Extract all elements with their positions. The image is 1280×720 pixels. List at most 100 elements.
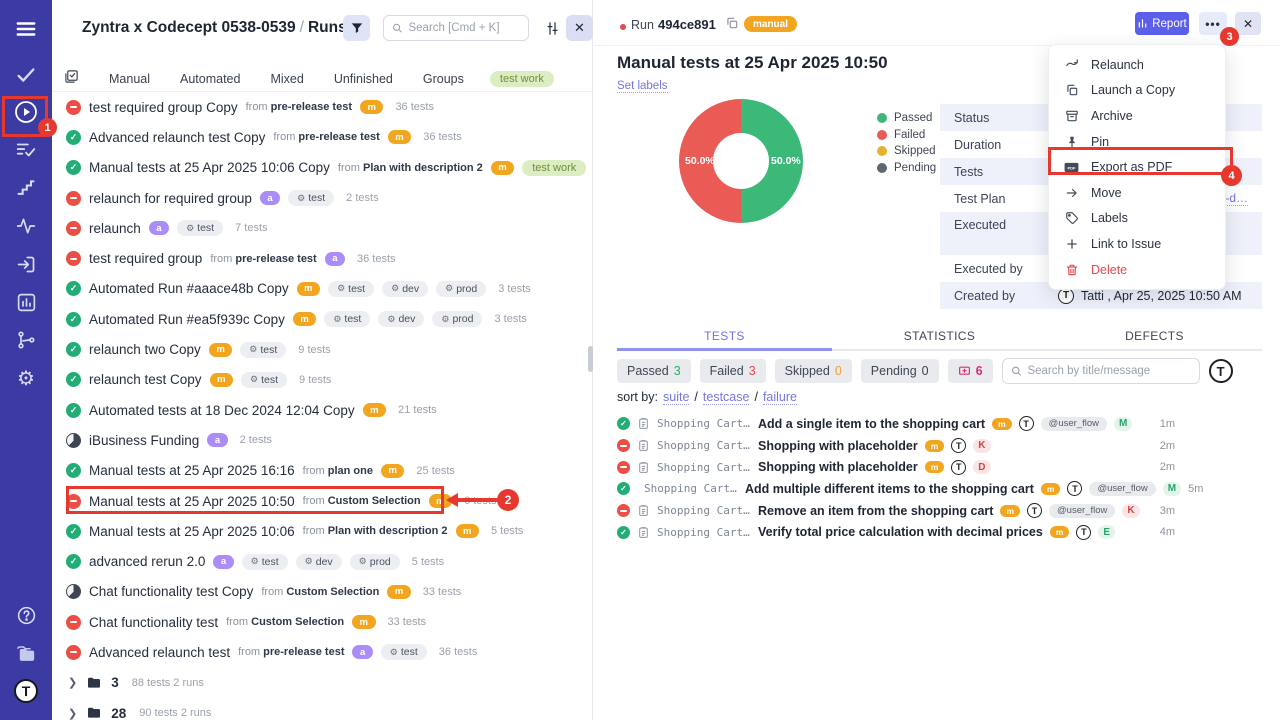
run-type-badge: m [359, 100, 384, 115]
filter-button[interactable] [343, 15, 370, 41]
tests-count: 36 tests [395, 101, 434, 114]
run-list-item[interactable]: Chat functionality test from Custom Sele… [52, 607, 592, 637]
run-folder-row[interactable]: ❯ 3 88 tests 2 runs [52, 668, 592, 698]
gear-icon[interactable]: ⚙ [17, 368, 35, 390]
project-name[interactable]: Zyntra x Codecept 0538-0539 [82, 19, 296, 36]
test-result-row[interactable]: Shopping Cart… Shopping with placeholder… [617, 435, 1175, 457]
run-list-item[interactable]: Automated Run #ea5f939c Copy m ⚙test ⚙dev… [52, 304, 592, 334]
menu-item-label: Link to Issue [1091, 236, 1162, 251]
run-list-item[interactable]: Advanced relaunch test Copy from pre-rel… [52, 122, 592, 152]
menu-item-launch-a-copy[interactable]: Launch a Copy [1049, 78, 1225, 104]
tests-count: 9 tests [299, 373, 332, 386]
run-list-item[interactable]: advanced rerun 2.0 a ⚙test ⚙dev ⚙prod 5 te… [52, 546, 592, 576]
assignee-filter-avatar[interactable]: T [1208, 359, 1233, 383]
panel-close-button[interactable]: ✕ [566, 15, 593, 41]
menu-item-archive[interactable]: Archive [1049, 103, 1225, 129]
run-list-item[interactable]: Manual tests at 25 Apr 2025 10:06 from P… [52, 516, 592, 546]
sign-in-icon[interactable] [13, 251, 39, 277]
run-list-item[interactable]: Automated Run #aaace48b Copy m ⚙test ⚙dev… [52, 274, 592, 304]
run-list-item[interactable]: Manual tests at 25 Apr 2025 10:50 from C… [52, 486, 592, 516]
tab-groups[interactable]: Groups [422, 71, 464, 86]
test-result-row[interactable]: Shopping Cart… Add multiple different it… [617, 478, 1203, 500]
filter-chip-pending[interactable]: Pending 0 [860, 359, 939, 383]
set-labels-link[interactable]: Set labels [617, 80, 668, 93]
select-all-icon[interactable] [64, 69, 79, 89]
run-list-item[interactable]: relaunch a ⚙ test 7 tests [52, 213, 592, 243]
tests-search-input[interactable] [1027, 365, 1191, 377]
filter-chip-comments[interactable]: 6 [947, 359, 993, 383]
sort-by-failure[interactable]: failure [762, 390, 797, 405]
projects-folder-icon[interactable] [13, 641, 39, 667]
test-result-row[interactable]: Shopping Cart… Verify total price calcul… [617, 521, 1175, 543]
run-list-item[interactable]: Advanced relaunch test from pre-release … [52, 637, 592, 667]
report-button[interactable]: Report [1135, 12, 1189, 35]
checklist-icon[interactable] [13, 137, 39, 163]
run-list-item[interactable]: Manual tests at 25 Apr 2025 16:16 from p… [52, 456, 592, 486]
search-input[interactable] [408, 22, 520, 34]
run-list-item[interactable]: relaunch test Copy m ⚙test 9 tests [52, 365, 592, 395]
legend-dot [877, 113, 887, 124]
env-gear-icon: ⚙ [441, 313, 450, 324]
run-from: from pre-release test [238, 646, 345, 659]
tab-tests[interactable]: TESTS [617, 322, 832, 351]
tab-mixed[interactable]: Mixed [270, 71, 304, 86]
legend-dot [877, 146, 887, 157]
menu-item-label: Pin [1091, 134, 1110, 149]
profile-avatar[interactable]: T [14, 679, 38, 703]
test-result-row[interactable]: Shopping Cart… Remove an item from the s… [617, 500, 1175, 522]
run-list-item[interactable]: iBusiness Funding a 2 tests [52, 425, 592, 455]
run-folder-row[interactable]: ❯ 28 90 tests 2 runs [52, 698, 592, 720]
menu-item-export-as-pdf[interactable]: PDF Export as PDF [1049, 154, 1225, 180]
env-chip: ⚙ test [324, 311, 371, 328]
run-list-item[interactable]: test required group from pre-release tes… [52, 243, 592, 273]
runs-play-icon[interactable] [13, 99, 39, 125]
help-icon[interactable] [13, 602, 39, 628]
tab-automated[interactable]: Automated [180, 71, 241, 86]
test-result-row[interactable]: Shopping Cart… Add a single item to the … [617, 413, 1175, 435]
menu-icon[interactable] [13, 16, 39, 42]
chevron-right-icon[interactable]: ❯ [68, 707, 78, 720]
checkmark-icon[interactable] [13, 62, 39, 88]
tab-statistics[interactable]: STATISTICS [903, 329, 976, 343]
more-actions-button[interactable]: ••• [1199, 12, 1227, 35]
folder-icon [88, 707, 101, 718]
tab-defects[interactable]: DEFECTS [1125, 329, 1184, 343]
filter-chip-failed[interactable]: Failed 3 [699, 359, 766, 383]
run-list-item[interactable]: relaunch two Copy m ⚙test 9 tests [52, 334, 592, 364]
run-type-badge: m [362, 403, 387, 418]
menu-item-delete[interactable]: Delete [1049, 257, 1225, 283]
status-failed-icon [66, 220, 81, 236]
menu-item-relaunch[interactable]: Relaunch [1049, 52, 1225, 78]
activity-icon[interactable] [13, 213, 39, 239]
scrollbar-thumb[interactable] [588, 346, 593, 372]
run-from: from pre-release test [210, 252, 317, 265]
view-settings-icon[interactable] [539, 15, 566, 41]
menu-item-link-to-issue[interactable]: Link to Issue [1049, 231, 1225, 257]
run-type-badge: m [1000, 504, 1021, 517]
menu-item-pin[interactable]: Pin [1049, 129, 1225, 155]
run-list-item[interactable]: Chat functionality test Copy from Custom… [52, 577, 592, 607]
detail-close-button[interactable]: ✕ [1235, 12, 1261, 35]
sort-by-testcase[interactable]: testcase [702, 390, 750, 405]
menu-item-labels[interactable]: Labels [1049, 206, 1225, 232]
test-result-row[interactable]: Shopping Cart… Shopping with placeholder… [617, 456, 1175, 478]
branch-icon[interactable] [13, 327, 39, 353]
breadcrumb: Zyntra x Codecept 0538-0539/Runs [82, 19, 347, 36]
status-passed-icon [617, 417, 630, 431]
sort-by-suite[interactable]: suite [663, 390, 690, 405]
copy-icon[interactable] [725, 16, 739, 35]
steps-icon[interactable] [13, 175, 39, 201]
run-list-item[interactable]: Manual tests at 25 Apr 2025 10:06 Copy f… [52, 153, 592, 183]
run-list-item[interactable]: relaunch for required group a ⚙ test 2 te… [52, 183, 592, 213]
label-chip-test-work[interactable]: test work [489, 70, 554, 87]
filter-chip-skipped[interactable]: Skipped 0 [774, 359, 852, 383]
bar-chart-icon[interactable] [13, 289, 39, 315]
test-plan-link[interactable]: -d… [1225, 191, 1248, 206]
chevron-right-icon[interactable]: ❯ [68, 677, 78, 690]
tab-manual[interactable]: Manual [109, 71, 150, 86]
menu-item-move[interactable]: Move [1049, 180, 1225, 206]
filter-chip-passed[interactable]: Passed 3 [617, 359, 691, 383]
run-list-item[interactable]: test required group Copy from pre-releas… [52, 92, 592, 122]
run-list-item[interactable]: Automated tests at 18 Dec 2024 12:04 Cop… [52, 395, 592, 425]
tab-unfinished[interactable]: Unfinished [333, 71, 393, 86]
